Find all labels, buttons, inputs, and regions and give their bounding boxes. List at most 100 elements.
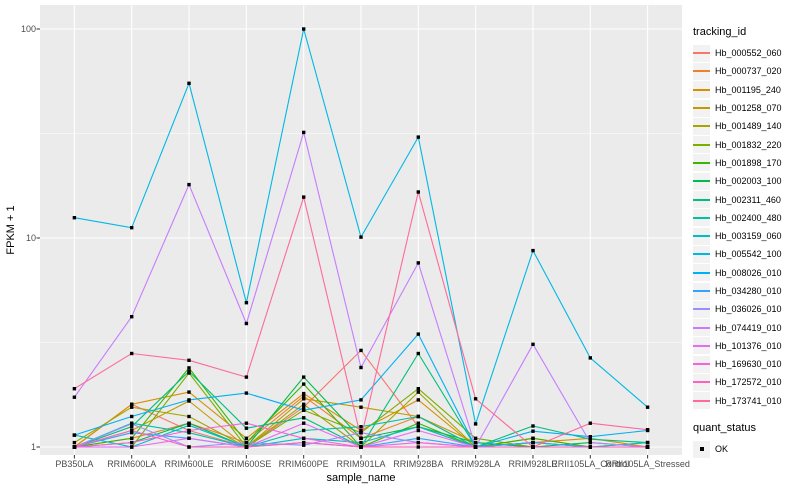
- data-point: [531, 436, 535, 440]
- data-point: [416, 445, 420, 449]
- legend-item: Hb_034280_010: [693, 282, 799, 300]
- legend-item: Hb_002311_460: [693, 190, 799, 209]
- legend-item: Hb_172572_010: [693, 373, 799, 391]
- legend-key: [693, 373, 710, 391]
- data-point: [130, 402, 134, 406]
- data-point: [187, 421, 191, 425]
- legend-item-label: Hb_002311_460: [715, 194, 781, 205]
- legend-title-tracking-id: tracking_id: [693, 26, 747, 38]
- legend-item: Hb_000552_060: [693, 44, 799, 62]
- data-point: [531, 424, 535, 428]
- data-point: [244, 421, 249, 425]
- legend-item-label: Hb_002003_100: [715, 176, 782, 187]
- x-tick-label: RRIM901LA: [336, 459, 386, 469]
- legend-item: Hb_001489_140: [693, 117, 799, 135]
- y-axis-title: FPKM + 1: [5, 205, 17, 255]
- legend-item-label: Hb_173741_010: [715, 395, 782, 406]
- legend-item-label: Hb_172572_010: [715, 377, 782, 388]
- data-point: [359, 425, 363, 429]
- legend-item: Hb_001258_070: [693, 99, 799, 117]
- legend: tracking_id Hb_000552_060 Hb_000737_020 Hb…: [693, 26, 799, 458]
- legend-key: [693, 300, 710, 318]
- legend-item-quant: OK: [693, 440, 799, 458]
- legend-item: Hb_002003_100: [693, 172, 799, 190]
- legend-key: [693, 81, 710, 99]
- x-tick-label: RRIM600PE: [278, 459, 329, 469]
- legend-key: [693, 136, 710, 154]
- legend-item: Hb_169630_010: [693, 355, 799, 373]
- legend-color-swatch: [693, 363, 710, 366]
- x-tick-label: RRIM600LA: [107, 459, 157, 469]
- data-point: [187, 366, 191, 370]
- legend-color-swatch: [693, 235, 710, 238]
- legend-item: Hb_173741_010: [693, 392, 799, 410]
- legend-item-label: Hb_034280_010: [715, 286, 782, 296]
- legend-item: Hb_074419_010: [693, 318, 799, 337]
- legend-color-swatch: [693, 88, 710, 91]
- legend-color-swatch: [693, 381, 710, 384]
- data-point: [244, 391, 249, 395]
- legend-item: Hb_002400_480: [693, 209, 799, 227]
- legend-key: [693, 117, 710, 135]
- legend-item-label: Hb_002400_480: [715, 212, 782, 223]
- data-point: [359, 436, 363, 440]
- data-point: [531, 429, 535, 433]
- legend-item: Hb_001195_240: [693, 81, 799, 99]
- data-point: [302, 416, 306, 420]
- y-tick-label: 10: [25, 233, 36, 243]
- legend-key: [693, 209, 710, 227]
- data-point: [645, 445, 650, 449]
- x-tick-label: RRII105LA_Stressed: [605, 459, 690, 469]
- legend-item-label: Hb_000737_020: [715, 66, 782, 77]
- data-point: [244, 445, 249, 449]
- legend-color-swatch: [693, 290, 710, 292]
- data-point: [359, 398, 363, 402]
- data-point: [588, 445, 592, 449]
- data-point: [244, 436, 249, 440]
- legend-title-quant-status: quant_status: [693, 421, 756, 434]
- data-point: [130, 425, 134, 429]
- legend-item-label: Hb_005542_100: [715, 249, 782, 260]
- data-point: [187, 358, 191, 362]
- data-point: [302, 394, 306, 398]
- data-point: [302, 397, 306, 401]
- data-point: [359, 431, 363, 435]
- legend-key: [693, 172, 710, 190]
- data-point: [302, 195, 306, 199]
- data-point: [130, 315, 134, 319]
- legend-item: Hb_000737_020: [693, 62, 799, 80]
- legend-color-swatch: [693, 344, 710, 347]
- legend-item: Hb_101376_010: [693, 337, 799, 355]
- data-point: [588, 435, 592, 439]
- legend-color-swatch: [693, 143, 710, 146]
- data-point: [302, 27, 306, 31]
- data-point: [187, 428, 191, 433]
- y-tick-label: 1: [30, 442, 36, 452]
- data-point: [302, 440, 306, 445]
- data-point: [473, 397, 478, 401]
- data-point: [588, 440, 592, 445]
- legend-color-swatch: [693, 70, 710, 73]
- legend-item-label: Hb_036026_010: [715, 304, 782, 315]
- legend-square-marker: [699, 447, 704, 452]
- legend-item-label: Hb_001489_140: [715, 121, 782, 132]
- data-point: [588, 421, 592, 425]
- legend-color-swatch: [693, 253, 710, 256]
- data-point: [473, 440, 478, 445]
- data-point: [416, 425, 420, 429]
- data-point: [187, 423, 191, 427]
- legend-item-label: Hb_001832_220: [715, 139, 782, 150]
- data-point: [302, 421, 306, 425]
- data-point: [359, 440, 363, 445]
- x-tick-label: RRIM928LA: [451, 459, 501, 469]
- data-point: [473, 445, 478, 449]
- data-point: [130, 405, 134, 409]
- data-point: [416, 351, 420, 356]
- data-point: [416, 190, 420, 194]
- data-point: [130, 422, 134, 426]
- data-point: [588, 356, 592, 360]
- data-point: [416, 332, 420, 336]
- legend-item-label: Hb_001195_240: [715, 84, 781, 95]
